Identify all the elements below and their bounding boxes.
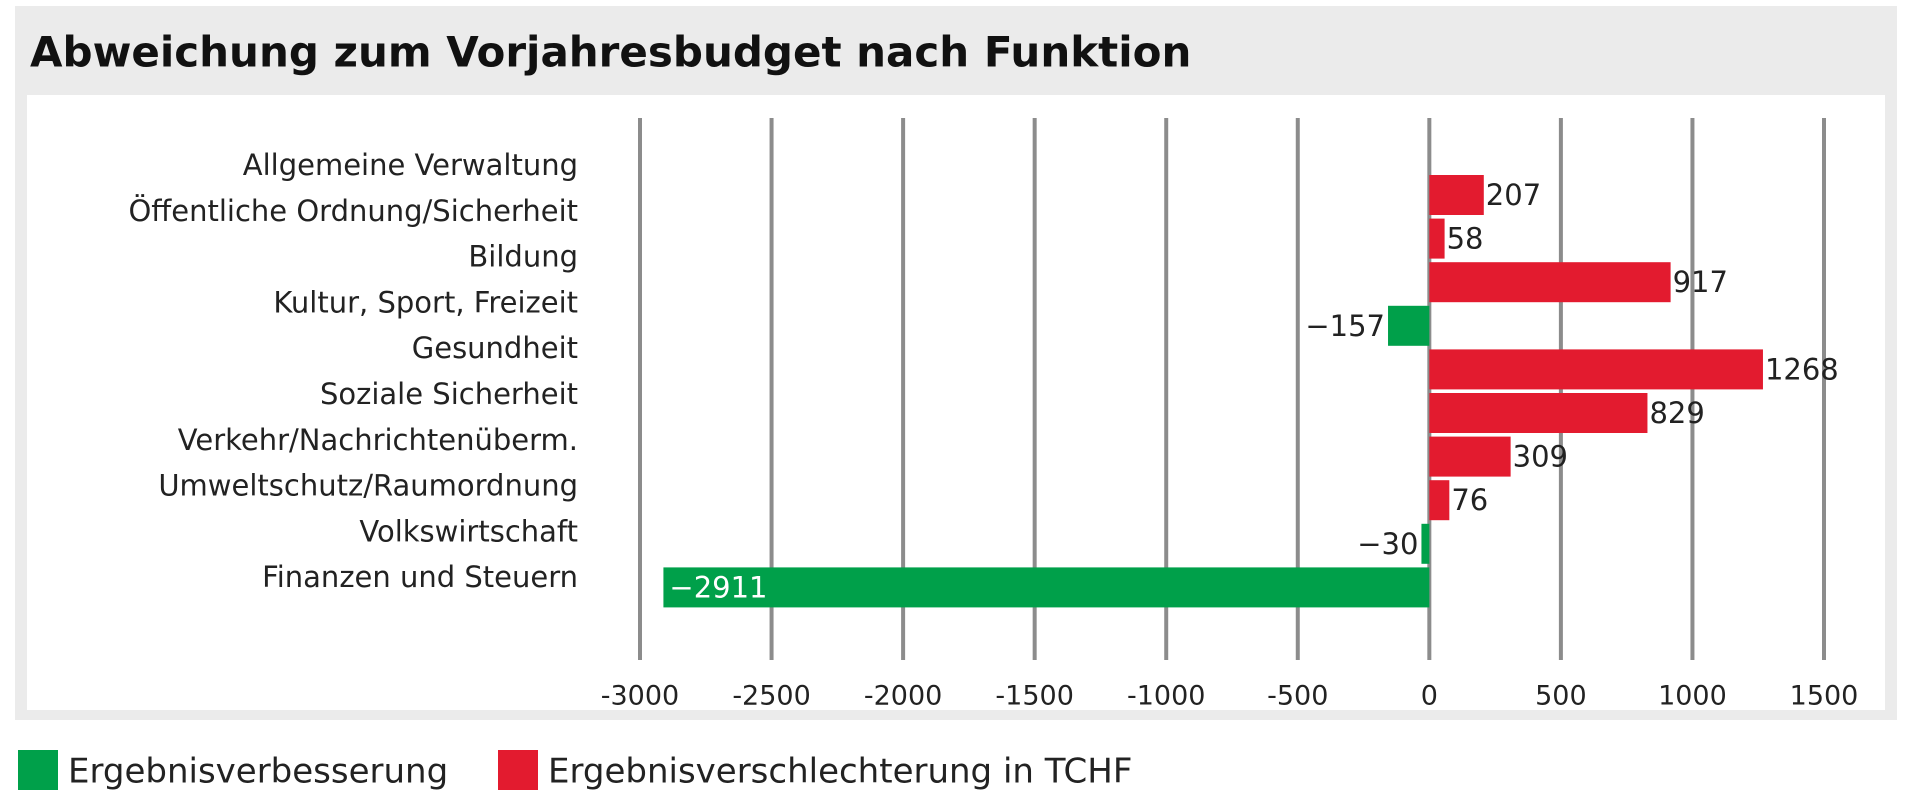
bar xyxy=(1429,175,1484,215)
bar xyxy=(1429,480,1450,521)
y-tick-label: Finanzen und Steuern xyxy=(262,560,578,594)
value-label: −30 xyxy=(1357,527,1418,561)
value-label: 309 xyxy=(1513,440,1568,474)
x-tick-label: 500 xyxy=(1535,681,1587,712)
bar xyxy=(1429,436,1511,477)
x-tick-label: 0 xyxy=(1421,681,1438,712)
y-tick-label: Verkehr/Nachrichtenüberm. xyxy=(178,423,578,457)
x-tick-label: -1000 xyxy=(1127,681,1205,712)
y-tick-label: Allgemeine Verwaltung xyxy=(243,148,578,182)
x-tick-label: -500 xyxy=(1267,681,1328,712)
value-label: 829 xyxy=(1649,396,1704,430)
legend-swatch xyxy=(18,750,58,790)
x-tick-label: 1500 xyxy=(1790,681,1859,712)
x-tick-label: -2000 xyxy=(864,681,942,712)
y-tick-label: Gesundheit xyxy=(412,331,578,365)
value-label: −2911 xyxy=(669,570,767,604)
x-tick-label: 1000 xyxy=(1658,681,1727,712)
y-tick-label: Umweltschutz/Raumordnung xyxy=(158,469,578,503)
value-label: 76 xyxy=(1451,483,1488,517)
bar xyxy=(1421,523,1430,564)
value-label: 207 xyxy=(1486,178,1541,212)
value-label: 58 xyxy=(1447,222,1484,256)
y-tick-label: Bildung xyxy=(468,240,578,274)
legend-label: Ergebnisverschlechterung in TCHF xyxy=(548,752,1132,792)
value-label: 1268 xyxy=(1765,352,1839,386)
y-tick-label: Volkswirtschaft xyxy=(359,514,578,548)
x-tick-label: -3000 xyxy=(601,681,679,712)
bar xyxy=(1429,393,1648,433)
value-label: −157 xyxy=(1305,309,1385,343)
y-tick-label: Öffentliche Ordnung/Sicherheit xyxy=(128,194,578,228)
legend-label: Ergebnisverbesserung xyxy=(68,752,448,792)
bar xyxy=(1429,349,1763,390)
y-tick-label: Soziale Sicherheit xyxy=(320,377,578,411)
bar xyxy=(663,567,1430,608)
bar xyxy=(1388,305,1430,346)
x-tick-label: -2500 xyxy=(732,681,810,712)
value-label: 917 xyxy=(1673,265,1728,299)
bar xyxy=(1429,262,1671,303)
y-tick-label: Kultur, Sport, Freizeit xyxy=(273,285,578,319)
bar xyxy=(1429,218,1445,259)
chart-title: Abweichung zum Vorjahresbudget nach Funk… xyxy=(30,28,1191,77)
legend-swatch xyxy=(498,750,538,790)
x-tick-label: -1500 xyxy=(995,681,1073,712)
